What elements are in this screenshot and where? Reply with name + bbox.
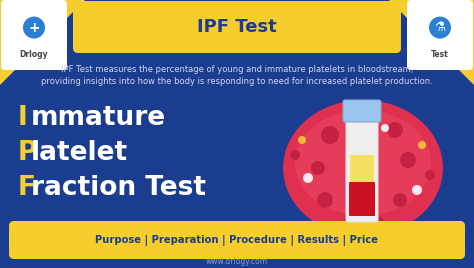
Circle shape (393, 193, 407, 207)
Text: Drlogy: Drlogy (20, 50, 48, 59)
FancyBboxPatch shape (73, 1, 401, 53)
Text: I: I (18, 105, 28, 131)
FancyBboxPatch shape (346, 108, 378, 222)
Circle shape (311, 161, 325, 175)
FancyBboxPatch shape (407, 0, 473, 70)
FancyBboxPatch shape (350, 155, 374, 183)
Circle shape (298, 136, 306, 144)
Polygon shape (0, 0, 85, 85)
Circle shape (372, 216, 384, 228)
Text: IPF Test measures the percentage of young and immature platelets in bloodstream,: IPF Test measures the percentage of youn… (61, 65, 413, 75)
Text: Test: Test (431, 50, 449, 59)
Circle shape (425, 170, 435, 180)
FancyBboxPatch shape (349, 182, 375, 216)
Circle shape (400, 152, 416, 168)
Text: +: + (28, 21, 40, 35)
Text: P: P (18, 140, 37, 166)
Ellipse shape (295, 110, 431, 216)
Circle shape (412, 185, 422, 195)
Text: latelet: latelet (31, 140, 128, 166)
FancyBboxPatch shape (343, 100, 381, 122)
Circle shape (321, 126, 339, 144)
Text: providing insights into how the body is responding to need for increased platele: providing insights into how the body is … (41, 77, 433, 87)
Ellipse shape (283, 100, 443, 236)
Circle shape (418, 141, 426, 149)
Text: IPF Test: IPF Test (197, 18, 277, 36)
Polygon shape (389, 0, 474, 85)
Circle shape (387, 122, 403, 138)
Circle shape (317, 192, 333, 208)
Text: mmature: mmature (31, 105, 166, 131)
FancyBboxPatch shape (1, 0, 67, 70)
Circle shape (290, 150, 300, 160)
Circle shape (23, 17, 45, 39)
Circle shape (381, 124, 389, 132)
Circle shape (344, 214, 356, 226)
Text: ⚗: ⚗ (434, 21, 446, 34)
Text: F: F (18, 175, 36, 201)
Circle shape (341, 228, 349, 236)
Circle shape (337, 232, 344, 239)
FancyBboxPatch shape (9, 221, 465, 259)
Text: Purpose | Preparation | Procedure | Results | Price: Purpose | Preparation | Procedure | Resu… (95, 234, 379, 245)
Text: www.drlogy.com: www.drlogy.com (206, 258, 268, 266)
Text: raction Test: raction Test (31, 175, 206, 201)
Circle shape (429, 17, 451, 39)
Circle shape (303, 173, 313, 183)
